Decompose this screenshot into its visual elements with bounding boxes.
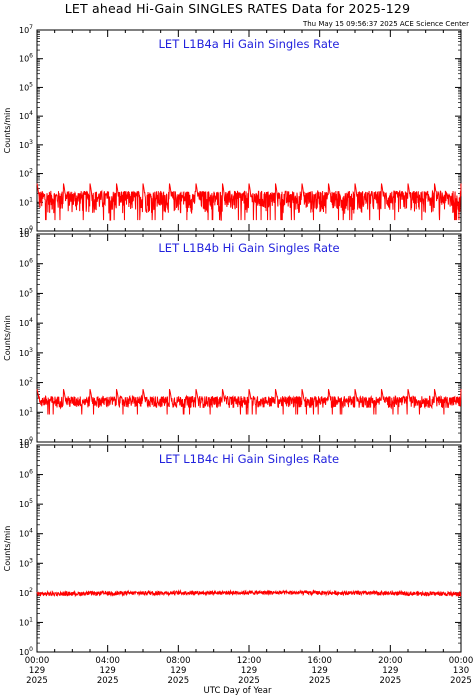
y-tick-label: 100 xyxy=(19,646,33,657)
x-tick-label: 2025 xyxy=(450,676,472,686)
y-tick-label: 106 xyxy=(19,469,33,480)
x-tick-label: 2025 xyxy=(380,676,402,686)
y-tick-label: 102 xyxy=(19,587,33,598)
x-tick-label: 08:00 xyxy=(166,656,191,666)
x-tick-label: 129 xyxy=(29,666,45,676)
x-tick-label: 129 xyxy=(170,666,186,676)
y-tick-label: 105 xyxy=(19,287,33,298)
y-axis-label: Counts/min xyxy=(3,108,12,154)
y-tick-label: 105 xyxy=(19,498,33,509)
y-tick-label: 100 xyxy=(19,436,33,447)
x-tick-label: 129 xyxy=(241,666,257,676)
x-tick-label: 16:00 xyxy=(307,656,332,666)
y-tick-label: 107 xyxy=(19,228,33,239)
timestamp: Thu May 15 09:56:37 2025 ACE Science Cen… xyxy=(302,20,469,28)
y-tick-label: 106 xyxy=(19,53,33,64)
x-tick-label: 00:00 xyxy=(25,656,50,666)
y-tick-label: 105 xyxy=(19,81,33,92)
chart-title: LET ahead Hi-Gain SINGLES RATES Data for… xyxy=(64,1,411,16)
x-tick-label: 130 xyxy=(453,666,469,676)
panel-label: LET L1B4b Hi Gain Singles Rate xyxy=(158,241,339,255)
x-tick-label: 2025 xyxy=(238,676,260,686)
y-tick-label: 102 xyxy=(19,377,33,388)
y-tick-label: 101 xyxy=(19,616,33,627)
y-axis-label: Counts/min xyxy=(3,526,12,572)
y-tick-label: 101 xyxy=(19,196,33,207)
y-tick-label: 103 xyxy=(19,347,33,358)
y-tick-label: 103 xyxy=(19,557,33,568)
y-tick-label: 107 xyxy=(19,439,33,450)
x-tick-label: 04:00 xyxy=(95,656,120,666)
x-tick-label: 2025 xyxy=(168,676,190,686)
y-tick-label: 101 xyxy=(19,406,33,417)
y-tick-label: 104 xyxy=(19,528,33,539)
x-tick-label: 2025 xyxy=(26,676,48,686)
x-tick-label: 2025 xyxy=(309,676,331,686)
y-tick-label: 107 xyxy=(19,24,33,35)
series-line xyxy=(36,183,462,221)
y-tick-label: 100 xyxy=(19,225,33,236)
x-tick-label: 12:00 xyxy=(237,656,262,666)
x-tick-label: 00:00 xyxy=(449,656,474,666)
y-tick-label: 104 xyxy=(19,110,33,121)
y-tick-label: 102 xyxy=(19,168,33,179)
plot-frame xyxy=(36,444,462,653)
panel-label: LET L1B4c Hi Gain Singles Rate xyxy=(159,452,339,466)
panel-label: LET L1B4a Hi Gain Singles Rate xyxy=(159,37,340,51)
y-tick-label: 104 xyxy=(19,317,33,328)
x-tick-label: 129 xyxy=(382,666,398,676)
x-tick-label: 129 xyxy=(312,666,328,676)
plot-frame xyxy=(36,233,462,443)
x-tick-label: 20:00 xyxy=(378,656,403,666)
x-axis-title: UTC Day of Year xyxy=(203,686,272,696)
y-tick-label: 106 xyxy=(19,258,33,269)
series-line xyxy=(36,589,462,598)
y-axis-label: Counts/min xyxy=(3,315,12,361)
x-tick-label: 129 xyxy=(100,666,116,676)
series-line xyxy=(36,389,462,415)
y-tick-label: 103 xyxy=(19,139,33,150)
x-tick-label: 2025 xyxy=(97,676,119,686)
